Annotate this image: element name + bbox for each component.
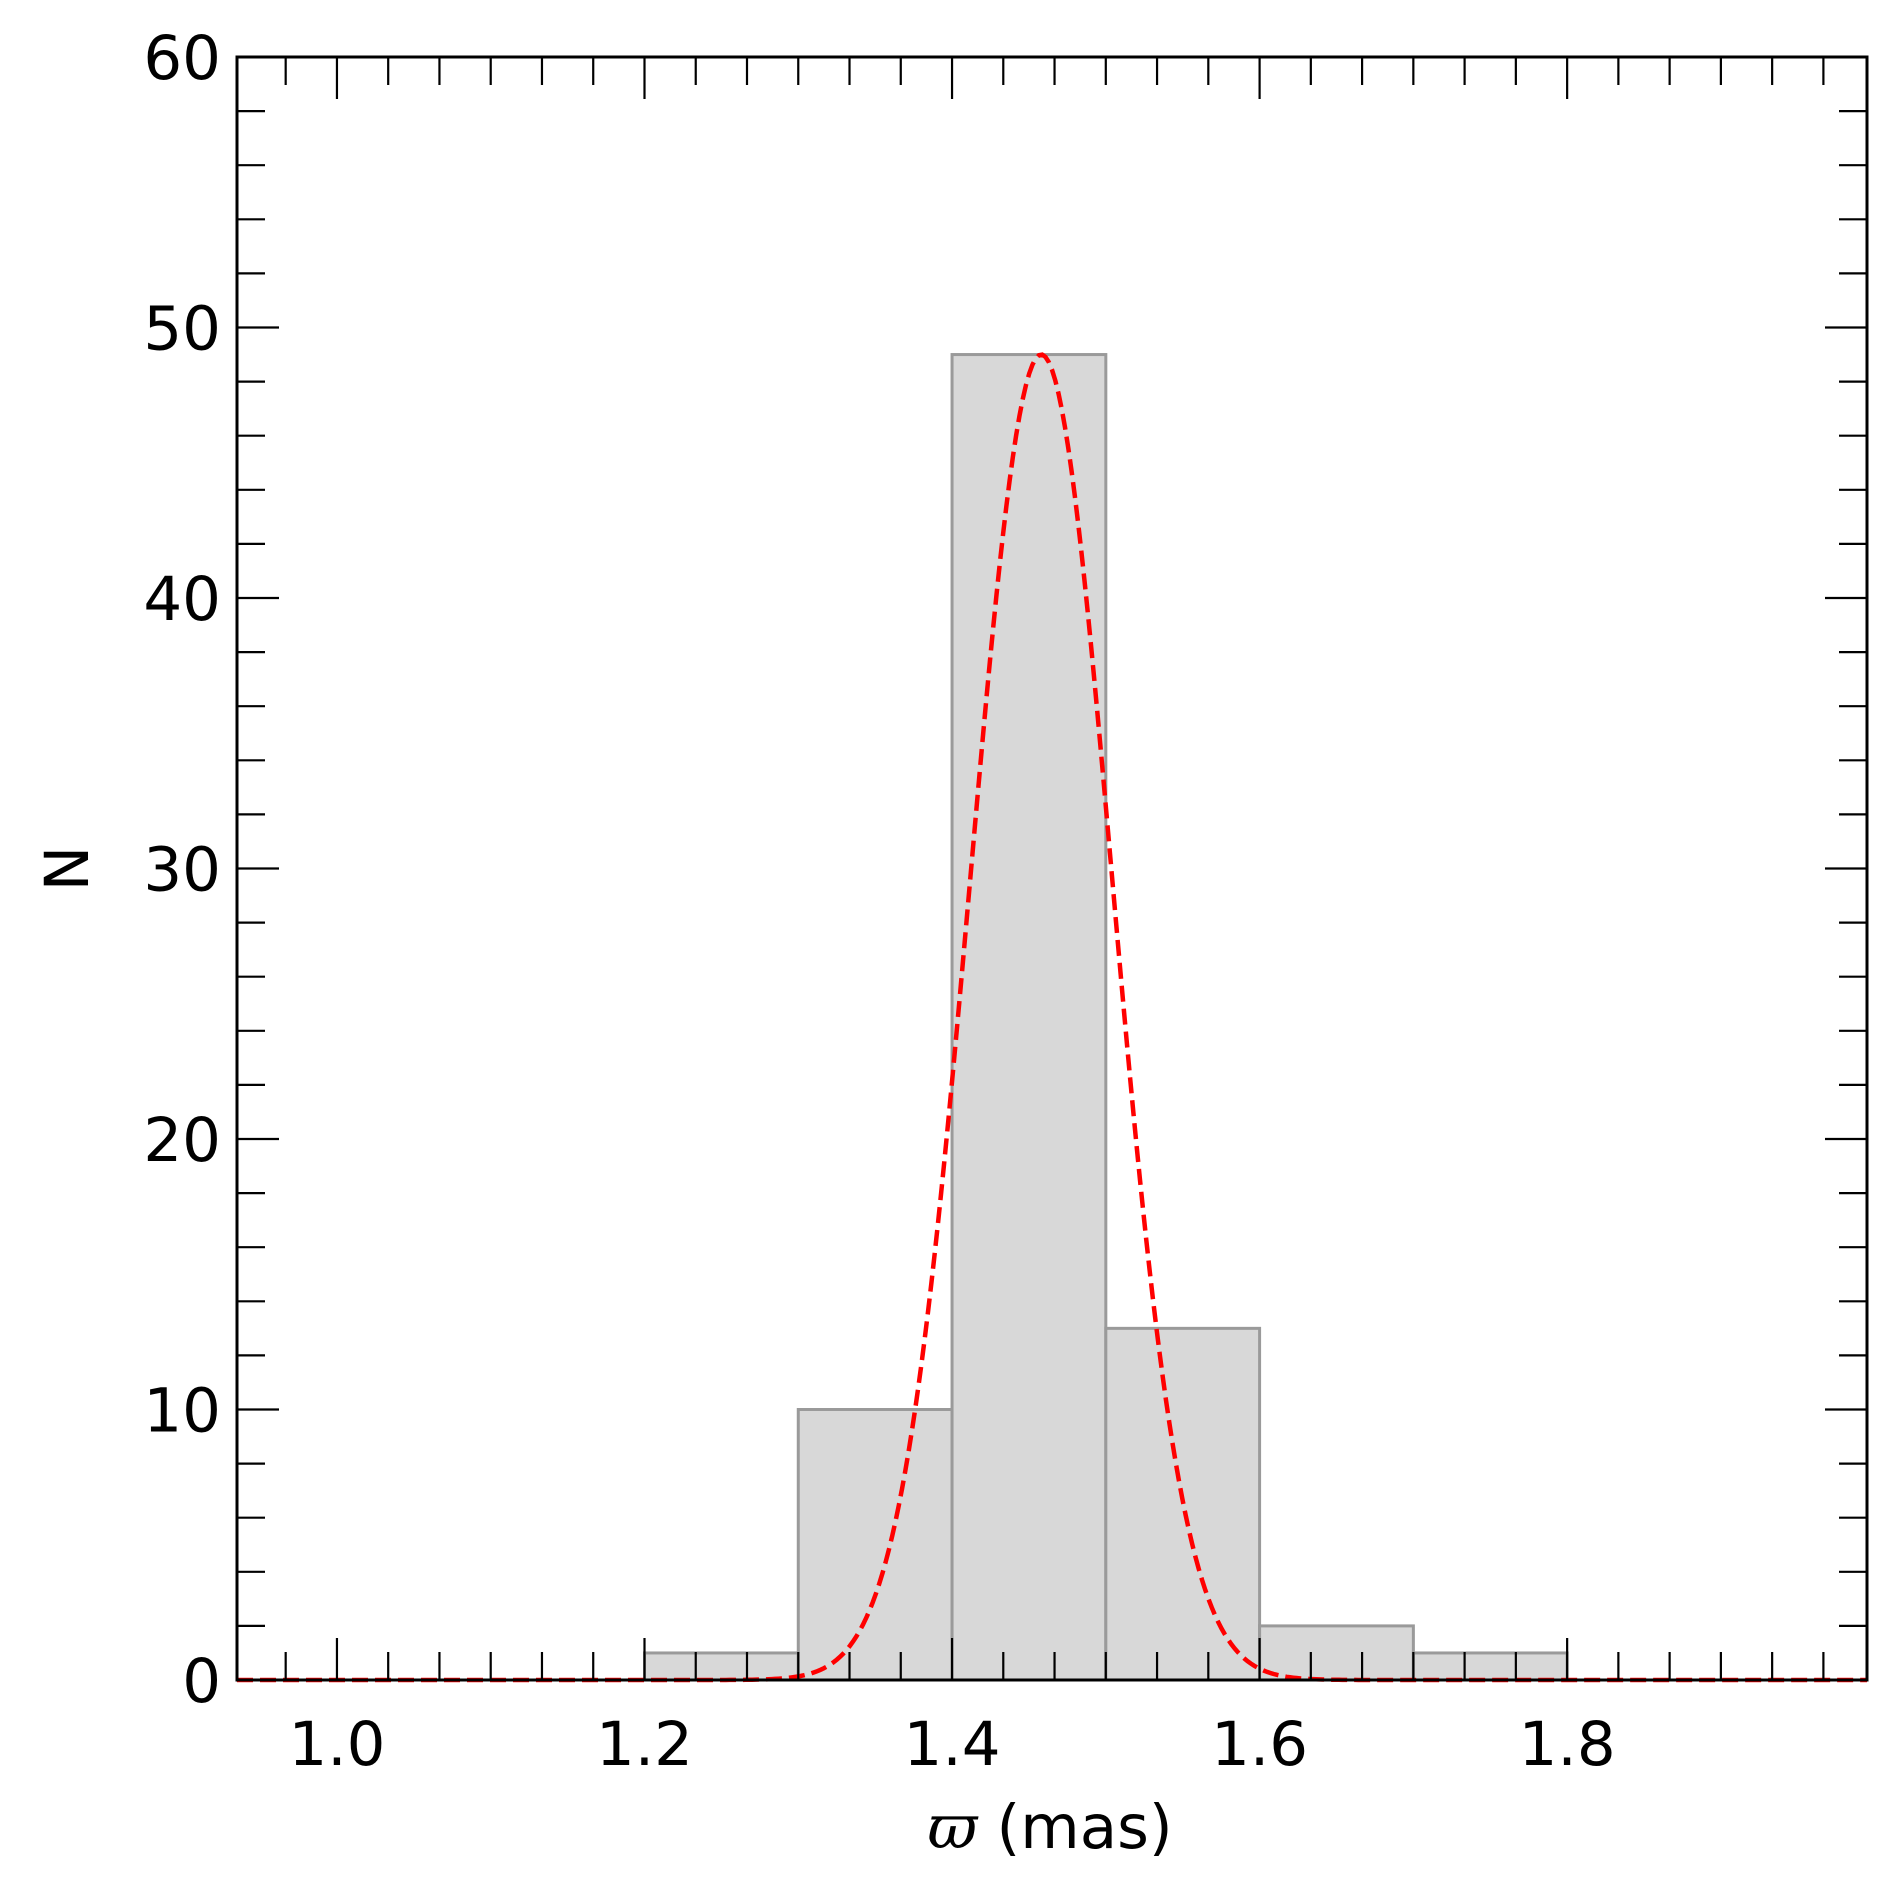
histogram-bar-1: [796, 1408, 954, 1682]
y-tick-labels: 0 10 20 30 40 50 60: [143, 23, 221, 1717]
x-tick-labels: 1.0 1.2 1.4 1.6 1.8: [288, 1709, 1615, 1780]
y-tick-label: 40: [143, 564, 221, 635]
x-tick-label: 1.4: [904, 1709, 1001, 1780]
histogram-bar-3: [1104, 1326, 1262, 1682]
y-tick-label: 30: [143, 835, 221, 906]
x-axis-label: ϖ (mas): [927, 1792, 1172, 1863]
histogram-bar-5: [1411, 1651, 1569, 1682]
histogram-bar-2: [950, 353, 1108, 1682]
histogram-bar-0: [643, 1651, 800, 1682]
y-tick-label: 50: [143, 294, 221, 365]
axis-ticks: [237, 55, 1867, 1682]
x-tick-label: 1.8: [1519, 1709, 1616, 1780]
histogram-bars: [643, 353, 1569, 1682]
x-axis-label-symbol: ϖ: [927, 1792, 979, 1863]
x-tick-label: 1.6: [1211, 1709, 1308, 1780]
histogram-bar-4: [1258, 1624, 1415, 1682]
y-tick-label: 20: [143, 1105, 221, 1176]
x-tick-label: 1.0: [288, 1709, 385, 1780]
y-tick-label: 60: [143, 23, 221, 94]
x-tick-label: 1.2: [596, 1709, 693, 1780]
y-axis-label: N: [32, 846, 103, 892]
y-tick-label: 0: [182, 1646, 221, 1717]
y-tick-label: 10: [143, 1376, 221, 1447]
x-axis-label-unit: (mas): [977, 1792, 1173, 1863]
plot-frame: [235, 55, 1869, 1682]
